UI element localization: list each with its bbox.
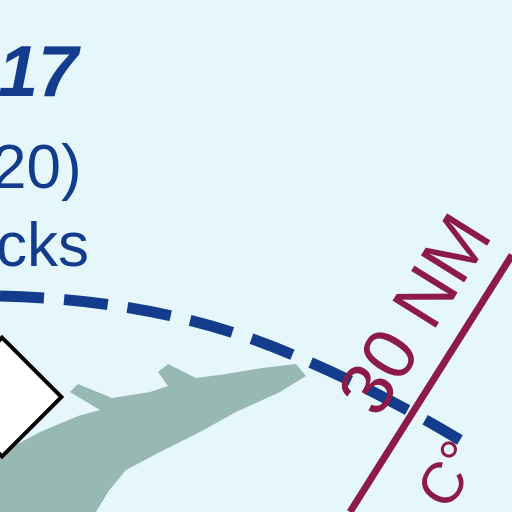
water-label-number: 17 — [0, 32, 81, 112]
water-label-partial-name: cks — [0, 211, 89, 280]
airport-symbol — [0, 334, 65, 460]
airspace-boundary-dashed-line — [0, 290, 463, 445]
range-ring-line — [347, 253, 512, 512]
water-label-paren-value: 20) — [0, 133, 82, 202]
land-mass — [0, 364, 306, 512]
